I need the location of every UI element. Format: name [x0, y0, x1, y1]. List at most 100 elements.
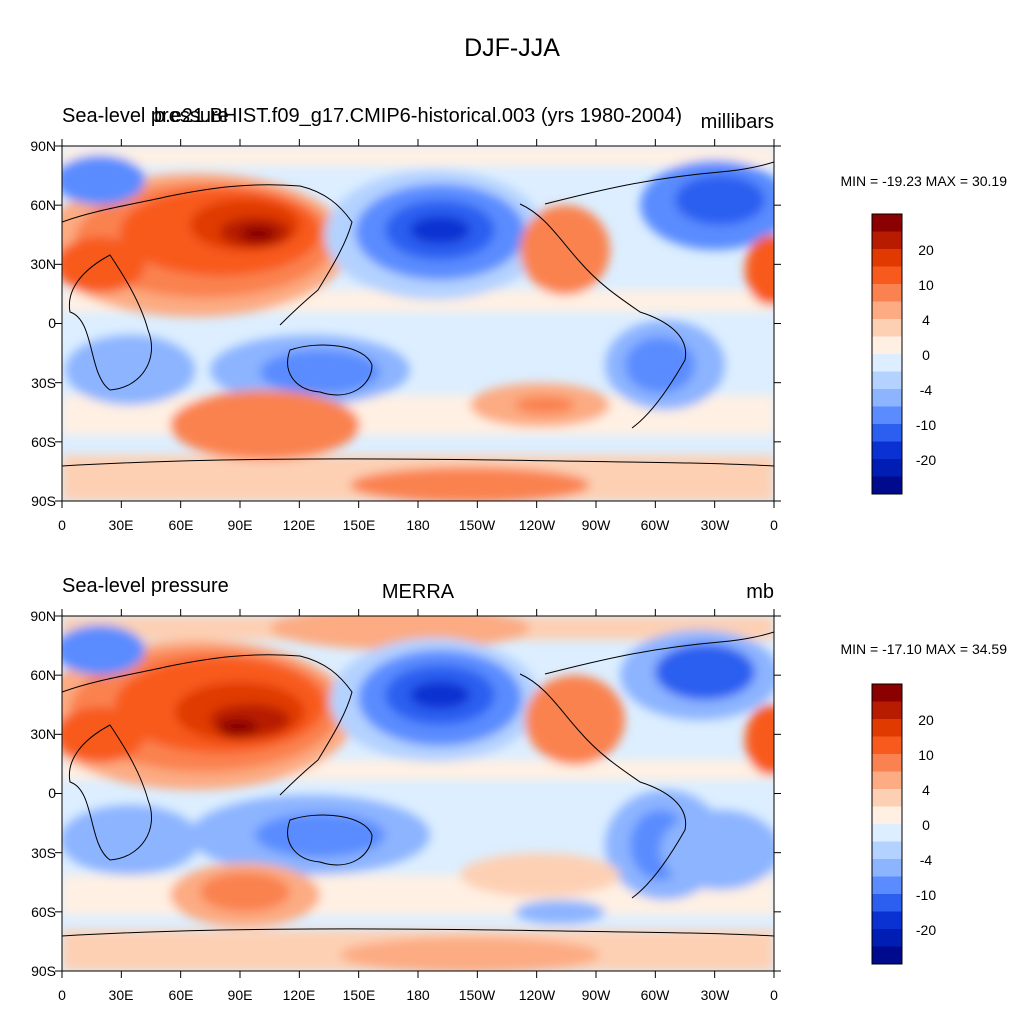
map-field-merra: [62, 616, 774, 971]
lat-label-eq: 0: [48, 785, 56, 801]
colorbar-label: 10: [918, 747, 934, 763]
lat-label-90s: 90S: [31, 963, 56, 979]
colorbar-swatch: [872, 719, 902, 737]
colorbar-label: 10: [918, 277, 934, 293]
panel-1-center-title: b.e21.BHIST.f09_g17.CMIP6-historical.003…: [154, 105, 682, 127]
colorbar-swatch: [872, 266, 902, 284]
colorbar-swatch: [872, 736, 902, 754]
lon-label: 150E: [343, 987, 376, 1003]
lon-label: 0: [770, 987, 778, 1003]
lon-label: 60W: [641, 987, 671, 1003]
lat-label-60s: 60S: [31, 434, 56, 450]
colorbar-swatch: [872, 389, 902, 407]
colorbar-swatch: [872, 459, 902, 477]
lon-label: 120E: [283, 517, 316, 533]
lat-label-90s: 90S: [31, 493, 56, 509]
colorbar-label: -10: [916, 887, 936, 903]
lat-label-60n: 60N: [30, 197, 56, 213]
lon-label: 60W: [641, 517, 671, 533]
lon-labels-merra: 0 30E 60E 90E 120E 150E 180 150W 120W 90…: [58, 987, 778, 1003]
colorbar-label: -10: [916, 417, 936, 433]
lon-label: 60E: [169, 517, 194, 533]
colorbar-frame: [871, 683, 903, 965]
colorbar-swatch: [872, 371, 902, 389]
lat-label-60n: 60N: [30, 667, 56, 683]
colorbar-label: 20: [918, 712, 934, 728]
lon-label: 90E: [228, 987, 253, 1003]
lat-label-30s: 30S: [31, 375, 56, 391]
map-field-model: [62, 146, 774, 501]
lon-label: 30W: [701, 987, 731, 1003]
colorbar-swatch: [872, 824, 902, 842]
lon-label: 60E: [169, 987, 194, 1003]
figure-title: DJF-JJA: [464, 34, 560, 62]
colorbar-labels-model: 20 10 4 0 -4 -10 -20: [916, 242, 936, 468]
colorbar-swatch: [872, 249, 902, 267]
colorbar-swatch: [872, 911, 902, 929]
lon-label: 150W: [459, 517, 496, 533]
panel-2-center-title: MERRA: [382, 581, 455, 603]
colorbar-swatch: [872, 894, 902, 912]
colorbar-swatch: [872, 441, 902, 459]
panel-model: Sea-level pressure b.e21.BHIST.f09_g17.C…: [30, 105, 1007, 533]
colorbar-swatch: [872, 684, 902, 702]
colorbar-swatch: [872, 946, 902, 964]
colorbar-label: -20: [916, 922, 936, 938]
colorbar-label: 4: [922, 312, 930, 328]
colorbar-merra: [871, 683, 903, 965]
lat-labels-merra: 90N 60N 30N 0 30S 60S 90S: [30, 608, 56, 979]
colorbar-label: -4: [920, 852, 933, 868]
colorbar-swatch: [872, 406, 902, 424]
panel-2-left-title: Sea-level pressure: [62, 575, 229, 597]
lat-labels-model: 90N 60N 30N 0 30S 60S 90S: [30, 138, 56, 509]
lat-label-eq: 0: [48, 315, 56, 331]
colorbar-swatch: [872, 771, 902, 789]
axis-ticks-model: [55, 139, 781, 508]
panel-merra: Sea-level pressure MERRA mb: [30, 575, 1007, 1003]
colorbar-swatch: [872, 301, 902, 319]
colorbar-swatch: [872, 701, 902, 719]
panel-2-units: mb: [746, 581, 774, 603]
colorbar-swatch: [872, 214, 902, 232]
lon-label: 150W: [459, 987, 496, 1003]
colorbar-swatch: [872, 319, 902, 337]
lon-label: 0: [770, 517, 778, 533]
colorbar-labels-merra: 20 10 4 0 -4 -10 -20: [916, 712, 936, 938]
colorbar-swatch: [872, 476, 902, 494]
colorbar-swatch: [872, 754, 902, 772]
colorbar-model: [871, 213, 903, 495]
lon-label: 150E: [343, 517, 376, 533]
panel-1-stats: MIN = -19.23 MAX = 30.19: [840, 173, 1007, 189]
colorbar-label: 20: [918, 242, 934, 258]
lon-label: 0: [58, 987, 66, 1003]
lon-label: 0: [58, 517, 66, 533]
lat-label-30n: 30N: [30, 256, 56, 272]
colorbar-swatch: [872, 929, 902, 947]
colorbar-swatch: [872, 424, 902, 442]
colorbar-label: 0: [922, 817, 930, 833]
colorbar-frame: [871, 213, 903, 495]
lon-label: 120W: [519, 987, 556, 1003]
lon-label: 90E: [228, 517, 253, 533]
colorbar-label: 0: [922, 347, 930, 363]
lon-label: 180: [406, 517, 430, 533]
colorbar-swatch: [872, 336, 902, 354]
colorbar-swatch: [872, 806, 902, 824]
axis-ticks-merra: [55, 609, 781, 978]
lat-label-60s: 60S: [31, 904, 56, 920]
panel-2-stats: MIN = -17.10 MAX = 34.59: [840, 641, 1007, 657]
colorbar-swatch: [872, 284, 902, 302]
colorbar-swatch: [872, 876, 902, 894]
lon-label: 120W: [519, 517, 556, 533]
lon-label: 180: [406, 987, 430, 1003]
lon-label: 90W: [582, 517, 612, 533]
colorbar-swatch: [872, 789, 902, 807]
lon-label: 90W: [582, 987, 612, 1003]
colorbar-label: 4: [922, 782, 930, 798]
lon-labels-model: 0 30E 60E 90E 120E 150E 180 150W 120W 90…: [58, 517, 778, 533]
lat-label-30s: 30S: [31, 845, 56, 861]
lat-label-90n: 90N: [30, 608, 56, 624]
lat-label-30n: 30N: [30, 726, 56, 742]
lon-label: 30E: [109, 517, 134, 533]
